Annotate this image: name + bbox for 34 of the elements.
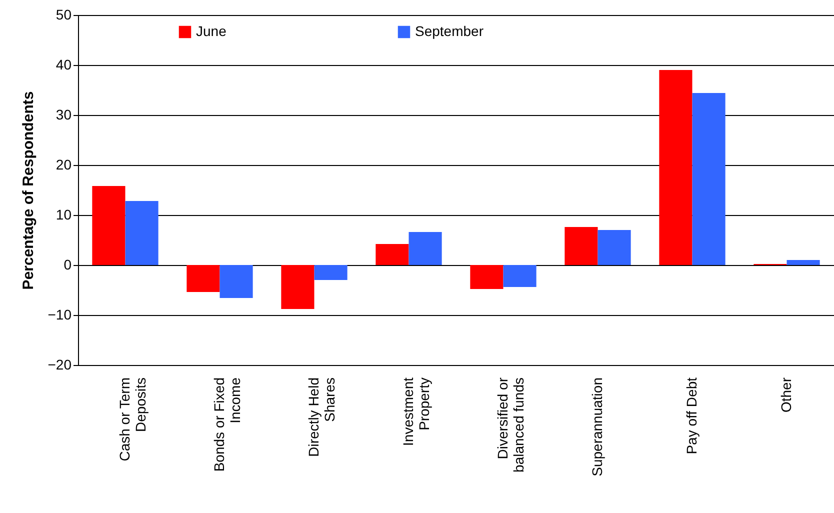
bar — [408, 232, 442, 265]
y-tick-label: −10 — [48, 306, 72, 322]
x-tick-label: Pay off Debt — [683, 377, 700, 454]
x-tick-label: Diversified or balanced funds — [494, 377, 526, 472]
bar — [659, 70, 692, 265]
bar — [186, 265, 220, 292]
bar — [314, 265, 348, 280]
x-tick-label: Cash or Term Deposits — [116, 378, 148, 462]
x-tick-label: Bonds or Fixed Income — [210, 377, 243, 472]
legend-label: September — [415, 23, 484, 39]
legend-label: June — [196, 23, 227, 39]
bar — [125, 201, 158, 265]
y-tick-label: −20 — [48, 356, 72, 372]
bar — [92, 186, 126, 265]
bar — [503, 265, 536, 287]
x-tick-label: Directly Held Shares — [305, 378, 338, 457]
y-tick-label: 0 — [64, 256, 72, 272]
bar — [220, 265, 253, 298]
bar — [692, 93, 726, 265]
bar — [598, 230, 631, 265]
y-tick-label: 20 — [56, 156, 72, 172]
x-tick-label: Investment Property — [400, 377, 432, 446]
bar — [470, 265, 504, 289]
bar — [281, 265, 314, 309]
bar — [786, 260, 820, 265]
y-axis-title: Percentage of Respondents — [20, 91, 37, 290]
bar — [564, 227, 598, 265]
x-tick-label: Superannuation — [588, 378, 605, 476]
y-tick-label: 10 — [56, 206, 72, 222]
x-tick-label: Other — [778, 377, 794, 413]
y-tick-label: 30 — [56, 106, 72, 122]
y-tick-label: 40 — [56, 56, 72, 72]
y-tick-label: 50 — [56, 6, 72, 22]
bar — [376, 244, 409, 265]
